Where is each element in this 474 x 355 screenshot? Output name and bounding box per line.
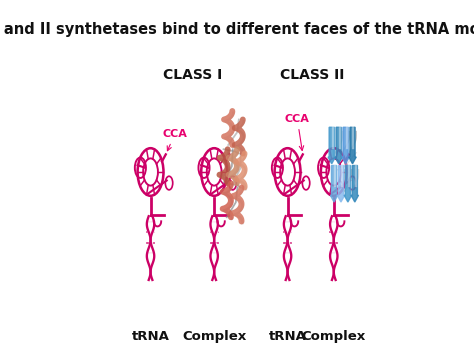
Text: CLASS II: CLASS II — [280, 68, 344, 82]
FancyArrow shape — [337, 165, 345, 202]
Text: tRNA: tRNA — [269, 330, 307, 343]
FancyArrow shape — [328, 127, 336, 164]
FancyArrow shape — [330, 165, 337, 202]
Text: tRNA: tRNA — [132, 330, 170, 343]
Text: Class I and II synthetases bind to different faces of the tRNA molecule: Class I and II synthetases bind to diffe… — [0, 22, 474, 37]
FancyArrow shape — [335, 127, 342, 164]
Text: CCA: CCA — [285, 114, 310, 151]
Text: CLASS I: CLASS I — [163, 68, 222, 82]
FancyArrow shape — [351, 165, 358, 202]
Text: CCA: CCA — [163, 129, 187, 151]
FancyArrow shape — [349, 127, 356, 164]
FancyArrow shape — [344, 165, 352, 202]
FancyArrow shape — [342, 127, 349, 164]
Text: Complex: Complex — [182, 330, 246, 343]
Text: Complex: Complex — [301, 330, 366, 343]
